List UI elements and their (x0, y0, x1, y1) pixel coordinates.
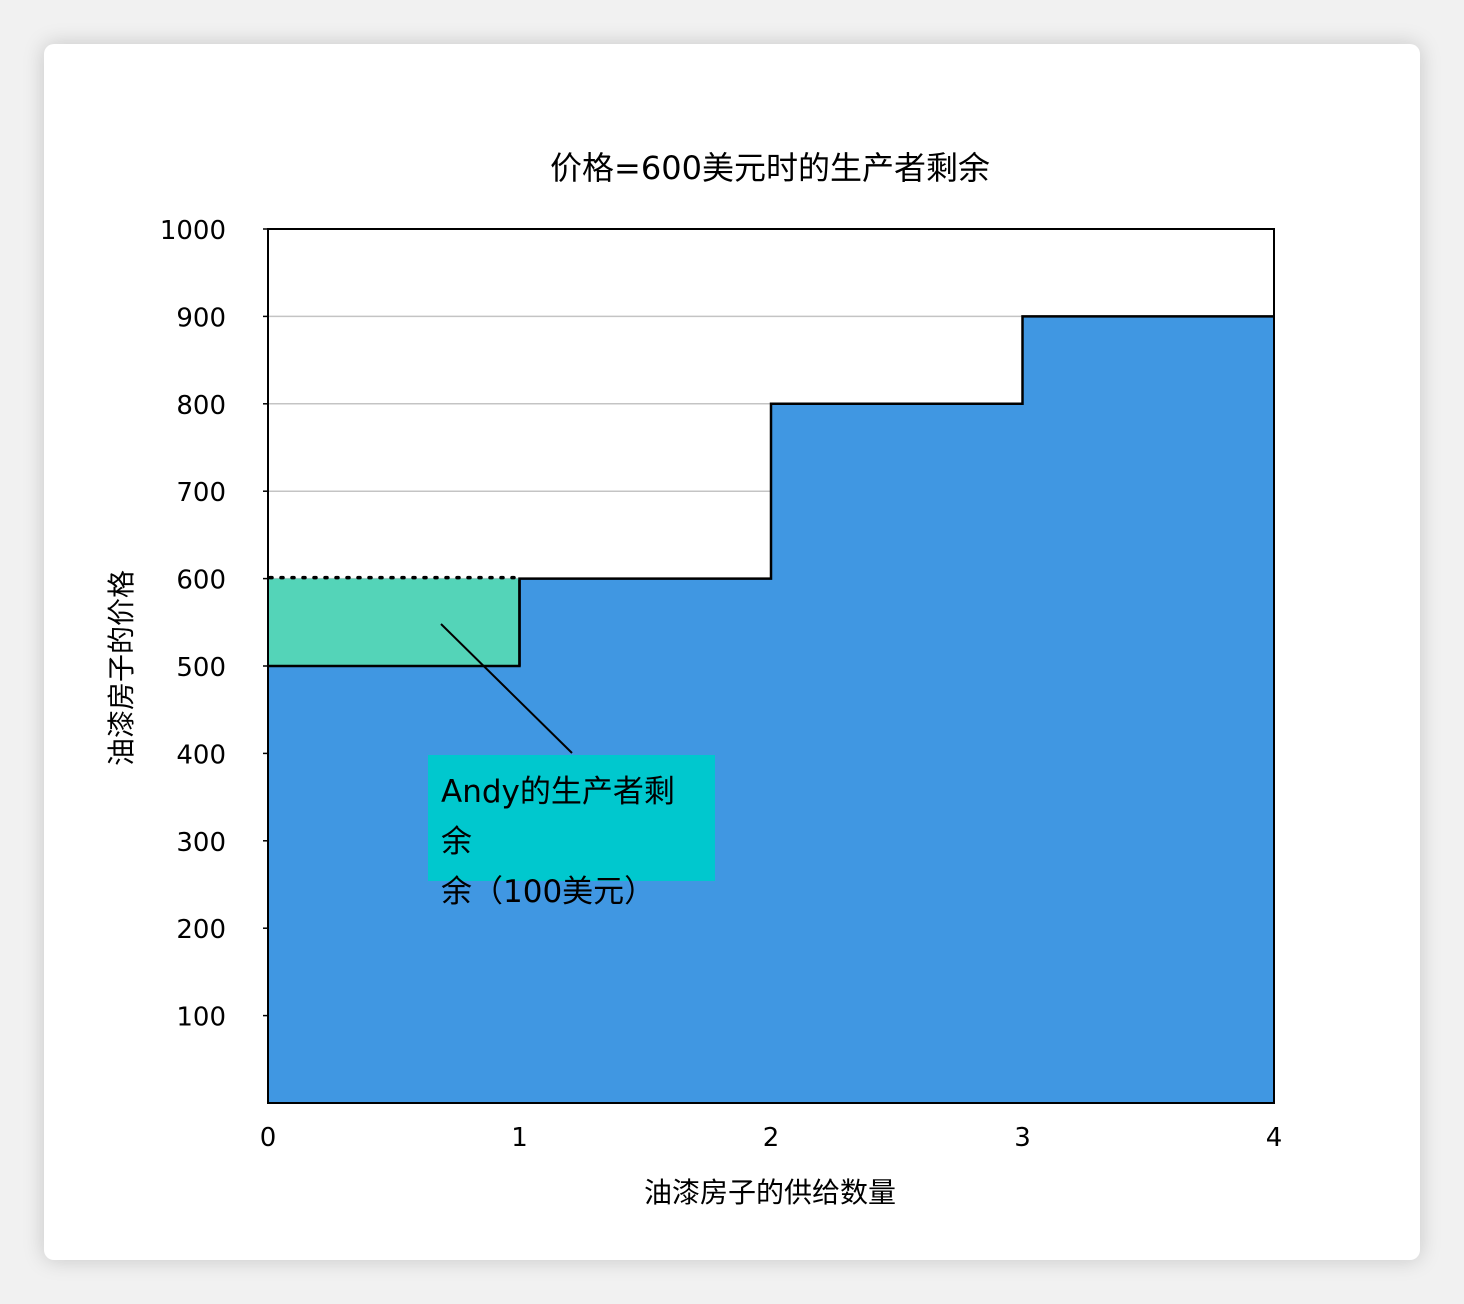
y-tick-label: 100 (176, 1003, 226, 1033)
x-axis-label: 油漆房子的供给数量 (644, 1176, 896, 1209)
annotation-line-2: 余（100美元） (441, 874, 656, 910)
y-tick-label: 600 (176, 566, 226, 596)
x-tick-label: 0 (260, 1123, 277, 1153)
annotation-callout: Andy的生产者剩余 余（100美元） (428, 755, 715, 910)
annotation-line-1: Andy的生产者剩余 (441, 774, 675, 860)
producer-surplus-area (268, 578, 520, 666)
y-tick-label: 200 (176, 915, 226, 945)
x-axis-ticks: 0 1 2 3 4 (260, 1123, 1283, 1153)
y-tick-label: 500 (176, 653, 226, 683)
supply-step-bar (268, 666, 520, 1103)
annotation-leader-line (440, 623, 573, 754)
supply-step-bar (771, 403, 1023, 1103)
y-tick-label: 1000 (160, 216, 226, 246)
y-axis-ticks: 100 200 300 400 500 600 700 800 900 1000 (160, 216, 268, 1033)
supply-step-bar (1022, 316, 1274, 1103)
y-tick-label: 800 (176, 391, 226, 421)
x-tick-label: 2 (763, 1123, 780, 1153)
x-tick-label: 3 (1014, 1123, 1031, 1153)
y-tick-label: 300 (176, 828, 226, 858)
y-tick-label: 400 (176, 740, 226, 770)
x-tick-label: 4 (1266, 1123, 1283, 1153)
chart-title: 价格=600美元时的生产者剩余 (550, 149, 990, 187)
x-tick-label: 1 (511, 1123, 528, 1153)
y-axis-label: 油漆房子的价格 (105, 570, 138, 766)
supply-outline (268, 315, 1274, 668)
y-tick-label: 900 (176, 303, 226, 333)
y-tick-label: 700 (176, 478, 226, 508)
